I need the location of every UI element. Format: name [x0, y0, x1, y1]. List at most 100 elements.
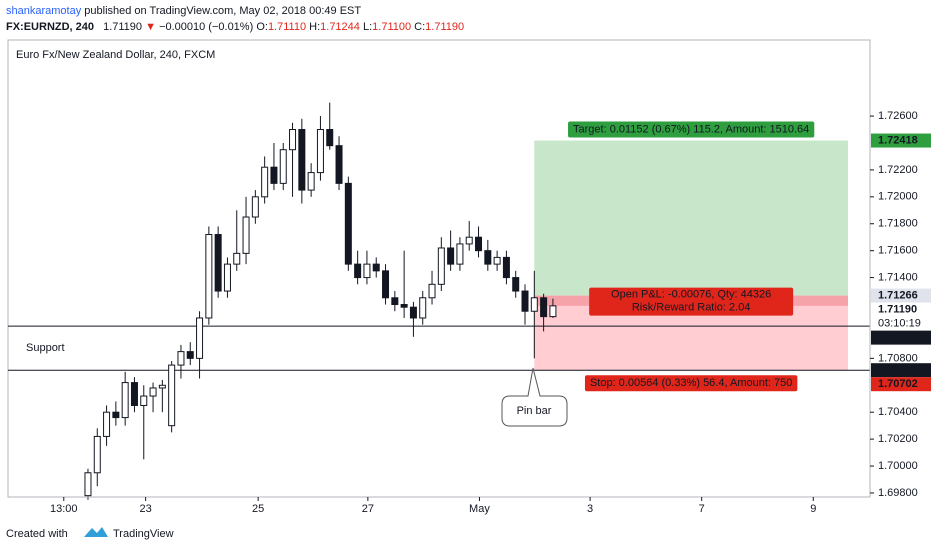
x-tick-label: 27 [362, 503, 374, 515]
target-label: Target: 0.01152 (0.67%) 115.2, Amount: 1… [573, 123, 809, 135]
candle-body [158, 384, 166, 389]
stop-label: Stop: 0.00564 (0.33%) 56.4, Amount: 750 [590, 377, 792, 389]
arrow: ▼ [145, 21, 156, 33]
candle-body [363, 263, 371, 279]
candle-body [549, 305, 557, 318]
price-label-bg [871, 363, 931, 378]
price-label: 1.70702 [878, 378, 918, 390]
candle-body [279, 149, 287, 184]
x-tick-label: 13:00 [50, 503, 78, 515]
candle-body [140, 395, 148, 406]
axes: 1.72600 1.72200 1.72000 1.71800 1.71600 1.714… [8, 40, 931, 515]
candle-body [186, 351, 194, 359]
candle-body [502, 256, 510, 279]
symbol-line: FX:EURNZD, 240 1.71190 ▼ −0.00010 (−0.01… [6, 21, 464, 33]
y-tick-label: 1.70400 [878, 406, 918, 418]
published: published on TradingView.com, May 02, 20… [84, 5, 361, 17]
candle-body [372, 263, 380, 272]
candle-body [475, 236, 483, 252]
header-line: shankaramotay published on TradingView.c… [6, 5, 361, 17]
candle-body [177, 351, 185, 366]
candle-body [307, 172, 315, 191]
price-label: 1.72418 [878, 134, 918, 146]
y-tick-label: 1.71600 [878, 245, 918, 257]
x-tick-label: 23 [139, 503, 151, 515]
author[interactable]: shankaramotay [6, 5, 82, 17]
candle-body [112, 411, 120, 419]
candle-body [103, 411, 111, 437]
candle-body [242, 216, 250, 254]
candle-body [419, 297, 427, 319]
x-tick-label: 25 [252, 503, 264, 515]
x-tick-label: May [469, 503, 490, 515]
pnl-label-bg [589, 287, 794, 316]
ohlc-label: H: [309, 21, 320, 33]
target-label-bg [568, 121, 815, 138]
candle-body [447, 247, 455, 265]
price-label: 1.71190 [878, 304, 917, 316]
callout-text: Pin bar [517, 405, 552, 417]
price-label: 1.70712 [878, 364, 918, 376]
candle-body [344, 182, 352, 265]
candle-body [316, 129, 324, 174]
price-label-bg [871, 330, 931, 345]
candle-body [456, 243, 464, 265]
price-label: 1.71039 [878, 332, 918, 344]
support-label: Support [26, 342, 65, 354]
price-countdown: 03:10:19 [878, 318, 921, 330]
ohlc-label: C: [414, 21, 425, 33]
x-tick-label: 3 [587, 503, 593, 515]
y-tick-label: 1.69800 [878, 487, 918, 499]
candle-body [391, 297, 399, 306]
candle-body [196, 317, 204, 359]
plot: Support Target: 0.01152 (0.67%) 115.2, Am… [8, 102, 870, 500]
candle-body [149, 387, 157, 397]
candle-body [512, 277, 520, 292]
candle-body [354, 263, 362, 279]
symbol: FX:EURNZD, 240 [6, 21, 94, 33]
candle-body [484, 250, 492, 265]
candle-body [223, 263, 231, 292]
price-label-bg [871, 133, 931, 148]
candle-body [326, 129, 334, 147]
ohlc-value: 1.71190 [425, 21, 464, 33]
candle-body [465, 236, 473, 245]
price-label-bg [871, 302, 931, 331]
x-tick-label: 7 [699, 503, 705, 515]
candle-body [530, 297, 538, 312]
brand-logo [84, 527, 108, 537]
candle-body [437, 247, 445, 285]
candle-body [205, 234, 213, 319]
y-tick-label: 1.72000 [878, 191, 918, 203]
ohlc-value: 1.71244 [320, 21, 360, 33]
x-tick-label: 9 [810, 503, 816, 515]
candle-body [493, 256, 501, 265]
candle-body [270, 166, 278, 184]
price-label-bg [871, 377, 931, 392]
price-label: 1.71266 [878, 290, 918, 302]
candle-body [233, 252, 241, 265]
y-tick-label: 1.72200 [878, 164, 918, 176]
candle-body [214, 234, 222, 292]
footer-text: Created with [6, 528, 68, 540]
y-tick-label: 1.71800 [878, 218, 918, 230]
candle-body [261, 166, 269, 198]
y-tick-label: 1.70200 [878, 433, 918, 445]
target-zone [534, 140, 848, 296]
pnl-label: Risk/Reward Ratio: 2.04 [632, 302, 751, 314]
candle-body [335, 145, 343, 184]
candle-body [382, 270, 390, 299]
stop-label-bg [584, 375, 798, 392]
brand[interactable]: TradingView [113, 528, 174, 540]
candle-body [84, 472, 92, 497]
price: 1.71190 [103, 21, 142, 33]
pnl-label: Open P&L: -0.00076, Qty: 44326 [611, 289, 771, 301]
candle-body [168, 364, 176, 427]
ohlc-label: L: [363, 21, 372, 33]
candle-body [93, 435, 101, 474]
candle-body [251, 196, 259, 218]
ohlc-value: 1.71100 [372, 21, 411, 33]
y-tick-label: 1.71400 [878, 271, 918, 283]
